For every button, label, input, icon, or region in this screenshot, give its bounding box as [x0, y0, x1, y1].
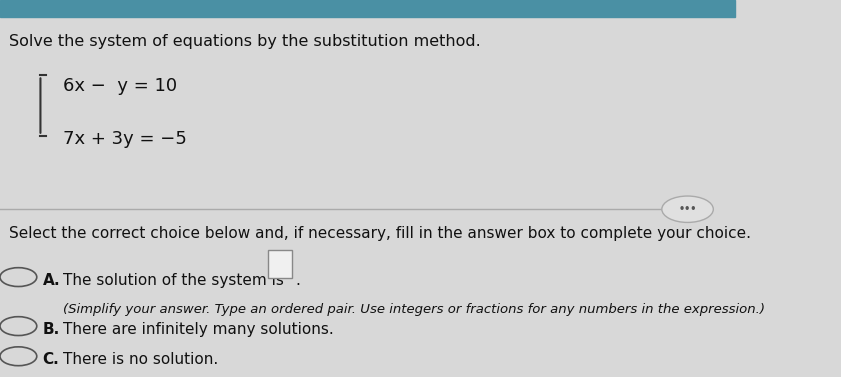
Text: Solve the system of equations by the substitution method.: Solve the system of equations by the sub… [8, 34, 480, 49]
Text: There is no solution.: There is no solution. [62, 352, 218, 368]
Text: A.: A. [43, 273, 61, 288]
Text: B.: B. [43, 322, 60, 337]
FancyBboxPatch shape [0, 0, 735, 17]
FancyBboxPatch shape [268, 250, 292, 278]
Text: There are infinitely many solutions.: There are infinitely many solutions. [62, 322, 333, 337]
Text: The solution of the system is: The solution of the system is [62, 273, 283, 288]
Text: 6x −  y = 10: 6x − y = 10 [62, 77, 177, 95]
Ellipse shape [662, 196, 713, 222]
Text: •••: ••• [679, 204, 696, 214]
Text: .: . [296, 273, 300, 288]
Text: 7x + 3y = −5: 7x + 3y = −5 [62, 130, 187, 148]
Text: (Simplify your answer. Type an ordered pair. Use integers or fractions for any n: (Simplify your answer. Type an ordered p… [62, 303, 764, 316]
Text: C.: C. [43, 352, 60, 368]
Text: Select the correct choice below and, if necessary, fill in the answer box to com: Select the correct choice below and, if … [8, 226, 751, 241]
